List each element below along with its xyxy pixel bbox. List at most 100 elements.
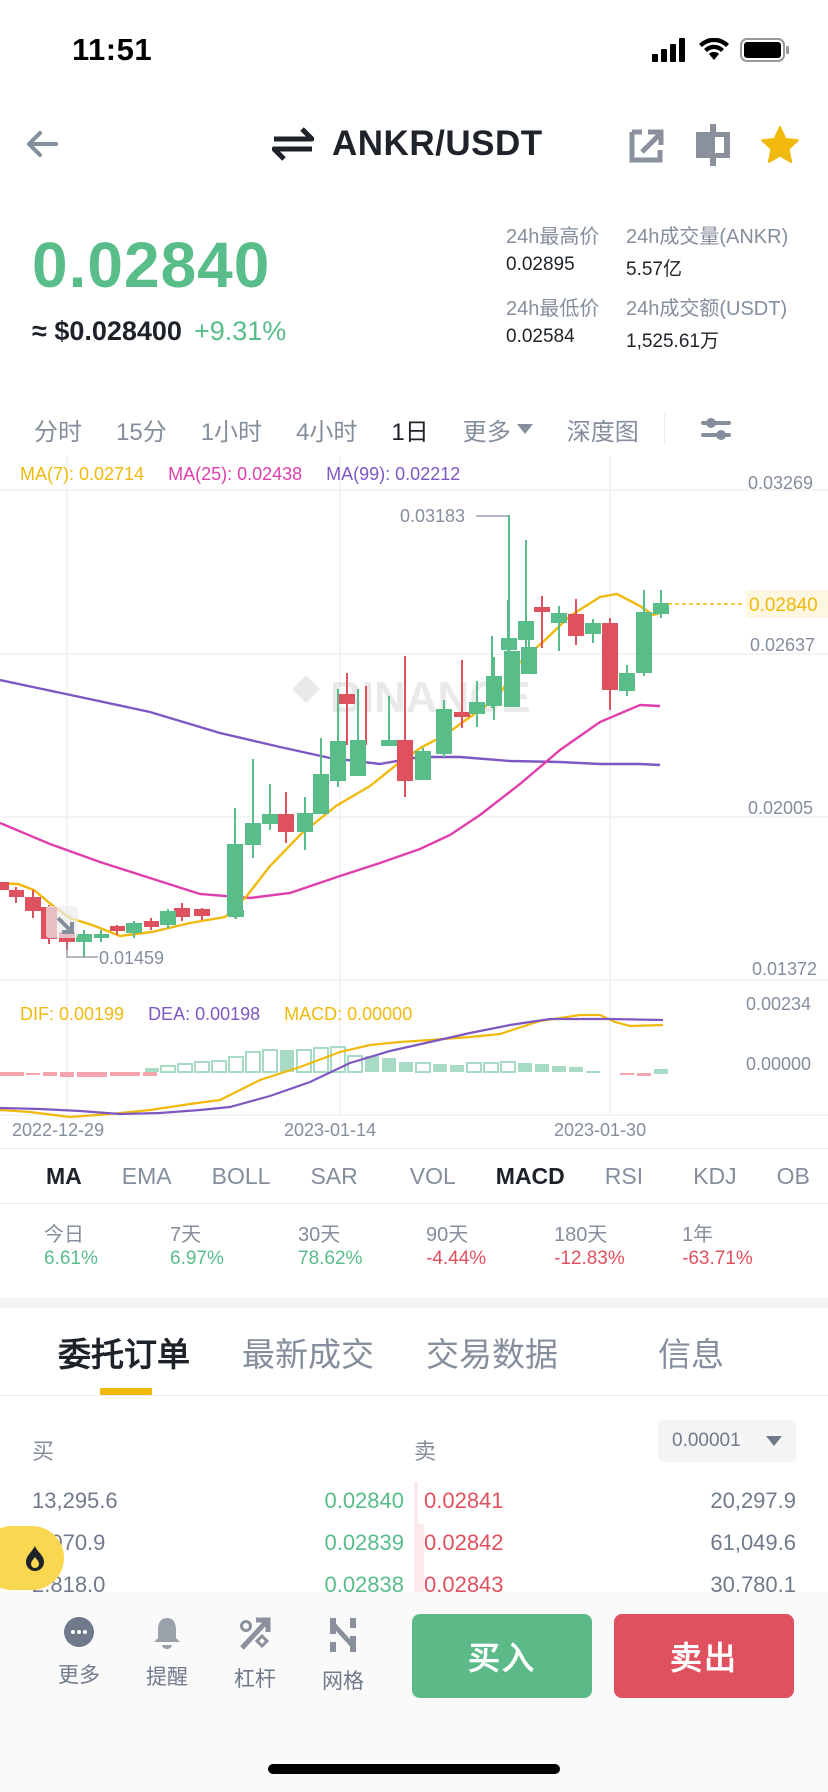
tab-info[interactable]: 信息	[658, 1335, 724, 1373]
order-book-header: 买 卖	[0, 1420, 828, 1476]
tab-indicator-vol[interactable]: VOL	[409, 1162, 456, 1189]
tab-depth-chart[interactable]: 深度图	[566, 418, 639, 446]
stat-vol-base-value: 5.57亿	[626, 259, 682, 280]
bid-price: 0.02839	[324, 1530, 404, 1555]
tab-indicator-kdj[interactable]: KDJ	[693, 1162, 737, 1189]
perf-1y: 1年 -63.71%	[640, 1218, 768, 1276]
ma99-value: MA(99): 0.02212	[326, 464, 461, 484]
perf-label: 180天	[554, 1224, 608, 1246]
flame-icon	[26, 1546, 44, 1571]
grid-bot-icon	[330, 1618, 356, 1652]
precision-select[interactable]: 0.00001	[658, 1420, 796, 1462]
tab-recent-trades[interactable]: 最新成交	[242, 1335, 374, 1373]
favorite-star-icon[interactable]	[760, 125, 800, 165]
tab-interval-more[interactable]: 更多	[446, 412, 550, 447]
depth-bar	[414, 1524, 424, 1608]
leverage-percent-icon	[240, 1617, 271, 1650]
sell-button[interactable]: 卖出	[614, 1614, 794, 1698]
low-marker: 0.01459	[99, 948, 164, 968]
macd-axis-label: 0.00000	[746, 1054, 811, 1074]
order-book-row[interactable]: 2,070.9 0.02839 0.02842 61,049.6	[0, 1524, 828, 1566]
y-axis-label: 0.02005	[748, 798, 813, 818]
tab-order-book[interactable]: 委托订单	[58, 1335, 190, 1373]
wifi-icon	[699, 38, 729, 60]
tab-indicator-rsi[interactable]: RSI	[604, 1162, 644, 1189]
ma25-value: MA(25): 0.02438	[168, 464, 303, 484]
alert-label: 提醒	[146, 1666, 188, 1689]
stat-vol-quote-value: 1,525.61万	[626, 331, 719, 352]
order-book-row[interactable]: 13,295.6 0.02840 0.02841 20,297.9	[0, 1482, 828, 1524]
grid-label: 网格	[322, 1670, 364, 1693]
more-label: 更多	[462, 418, 511, 446]
buy-column-label: 买	[32, 1439, 55, 1464]
tab-trading-data[interactable]: 交易数据	[426, 1335, 558, 1373]
tab-indicator-ma[interactable]: MA	[46, 1162, 82, 1189]
divider	[663, 413, 665, 445]
perf-label: 今日	[44, 1224, 84, 1246]
ma-legend: MA(7): 0.02714 MA(25): 0.02438 MA(99): 0…	[20, 464, 460, 485]
tab-interval-1h[interactable]: 1小时	[200, 418, 263, 446]
tab-indicator-macd[interactable]: MACD	[495, 1162, 565, 1189]
kline-chart[interactable]: BINANCE	[0, 456, 828, 1146]
swap-arrows-icon	[272, 127, 314, 161]
section-divider	[0, 1298, 828, 1308]
tab-interval-time[interactable]: 分时	[34, 418, 82, 446]
perf-value: 6.97%	[170, 1248, 224, 1269]
back-arrow-icon	[27, 131, 58, 157]
more-button[interactable]: 更多	[44, 1616, 114, 1689]
order-book-rows: 13,295.6 0.02840 0.02841 20,297.9 2,070.…	[0, 1482, 828, 1608]
back-button[interactable]	[20, 122, 64, 166]
perf-value: 6.61%	[44, 1248, 98, 1269]
x-axis-date: 2023-01-14	[284, 1120, 376, 1140]
chart-settings-icon[interactable]	[699, 413, 733, 445]
perf-30d: 30天 78.62%	[256, 1218, 384, 1276]
bid-price: 0.02840	[324, 1488, 404, 1513]
tab-indicator-ema[interactable]: EMA	[121, 1162, 172, 1189]
current-price-tag: 0.02840	[749, 595, 818, 616]
grid-button[interactable]: 网格	[308, 1616, 378, 1695]
ma7-value: MA(7): 0.02714	[20, 464, 145, 484]
hot-fab-button[interactable]	[0, 1526, 64, 1590]
tab-indicator-sar[interactable]: SAR	[310, 1162, 358, 1189]
interval-tabs: 分时 15分 1小时 4小时 1日 更多 深度图	[0, 404, 828, 454]
perf-7d: 7天 6.97%	[128, 1218, 256, 1276]
stat-high-value: 0.02895	[506, 254, 575, 275]
dea-line	[0, 1017, 664, 1116]
perf-value: 78.62%	[298, 1248, 363, 1269]
candlestick-mode-icon[interactable]	[694, 124, 732, 166]
x-axis-date: 2022-12-29	[12, 1120, 104, 1140]
share-icon[interactable]	[628, 126, 666, 164]
tab-interval-4h[interactable]: 4小时	[296, 418, 358, 446]
ma25-line	[0, 703, 661, 900]
candles	[0, 515, 669, 957]
y-axis-label: 0.02637	[750, 635, 815, 655]
tab-indicator-boll[interactable]: BOLL	[211, 1162, 271, 1189]
perf-value: -63.71%	[682, 1248, 753, 1269]
tab-interval-1d[interactable]: 1日	[391, 418, 429, 446]
tab-indicator-obv[interactable]: OB	[776, 1162, 810, 1189]
battery-icon	[740, 38, 789, 62]
performance-row: 今日 6.61% 7天 6.97% 30天 78.62% 90天 -4.44% 180天…	[0, 1218, 828, 1276]
ask-qty: 61,049.6	[710, 1530, 796, 1555]
pair-selector[interactable]: ANKR/USDT	[272, 124, 543, 164]
fiat-row: ≈ $0.028400 +9.31%	[32, 316, 286, 347]
macd-axis-label: 0.00234	[746, 994, 811, 1014]
ask-price: 0.02841	[424, 1488, 504, 1513]
active-tab-indicator	[100, 1388, 152, 1395]
buy-button[interactable]: 买入	[412, 1614, 592, 1698]
order-tabs: 委托订单 最新成交 交易数据 信息	[0, 1308, 828, 1396]
alert-button[interactable]: 提醒	[132, 1616, 202, 1691]
tab-interval-15m[interactable]: 15分	[116, 418, 167, 446]
perf-value: -12.83%	[554, 1248, 625, 1269]
caret-down-icon	[766, 1436, 782, 1446]
margin-button[interactable]: 杠杆	[220, 1616, 290, 1693]
x-axis-date: 2023-01-30	[554, 1120, 646, 1140]
status-icons	[652, 38, 790, 62]
y-axis-label: 0.03269	[748, 473, 813, 493]
home-indicator[interactable]	[268, 1764, 560, 1774]
bell-icon	[154, 1618, 180, 1649]
stat-vol-base-label: 24h成交量(ANKR)	[626, 226, 789, 248]
high-marker: 0.03183	[400, 506, 465, 526]
stat-low-value: 0.02584	[506, 326, 575, 347]
indicator-tabs: MA EMA BOLL SAR VOL MACD RSI KDJ OB	[0, 1148, 828, 1204]
